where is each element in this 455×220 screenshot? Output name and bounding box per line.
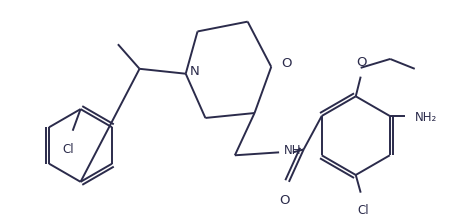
Text: O: O: [281, 57, 292, 70]
Text: O: O: [279, 194, 289, 207]
Text: Cl: Cl: [62, 143, 74, 156]
Text: NH₂: NH₂: [415, 112, 437, 125]
Text: O: O: [356, 56, 367, 69]
Text: Cl: Cl: [358, 204, 369, 217]
Text: N: N: [190, 65, 199, 78]
Text: NH: NH: [284, 144, 302, 157]
